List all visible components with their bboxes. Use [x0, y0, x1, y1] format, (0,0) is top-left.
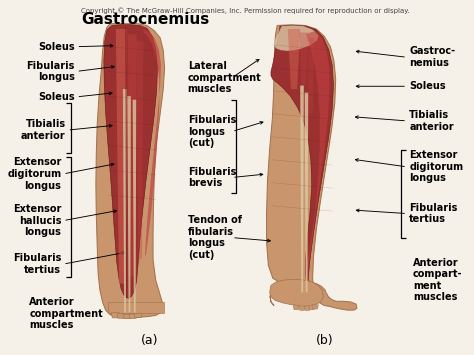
Polygon shape — [123, 314, 131, 318]
Polygon shape — [299, 306, 305, 311]
Polygon shape — [288, 29, 300, 89]
Polygon shape — [133, 100, 136, 313]
Polygon shape — [306, 32, 329, 278]
Text: Tibialis
anterior: Tibialis anterior — [410, 110, 454, 132]
Text: Gastroc-
nemius: Gastroc- nemius — [410, 47, 456, 68]
Text: Soleus: Soleus — [38, 92, 74, 102]
Polygon shape — [136, 42, 143, 259]
Polygon shape — [266, 25, 357, 310]
Polygon shape — [128, 96, 131, 313]
Polygon shape — [300, 33, 308, 86]
Text: Lateral
compartment
muscles: Lateral compartment muscles — [188, 61, 261, 94]
Polygon shape — [143, 29, 161, 255]
Text: Tendon of
fibularis
longus
(cut): Tendon of fibularis longus (cut) — [188, 215, 242, 260]
Polygon shape — [123, 89, 127, 313]
Text: Gastrocnemius: Gastrocnemius — [82, 12, 210, 27]
Polygon shape — [300, 86, 304, 293]
Text: Fibularis
tertius: Fibularis tertius — [410, 203, 458, 224]
Polygon shape — [305, 93, 308, 293]
Text: (b): (b) — [316, 334, 334, 347]
Text: Tibialis
anterior: Tibialis anterior — [21, 119, 66, 141]
Text: (a): (a) — [141, 334, 159, 347]
Polygon shape — [312, 305, 319, 309]
Polygon shape — [304, 306, 310, 311]
Text: Fibularis
brevis: Fibularis brevis — [188, 167, 236, 188]
Polygon shape — [108, 302, 164, 313]
Polygon shape — [293, 306, 300, 310]
Polygon shape — [134, 313, 142, 317]
Text: Soleus: Soleus — [410, 81, 446, 91]
Polygon shape — [307, 38, 314, 114]
Text: Soleus: Soleus — [38, 42, 74, 52]
Text: Fibularis
tertius: Fibularis tertius — [13, 253, 61, 275]
Text: Extensor
hallucis
longus: Extensor hallucis longus — [13, 204, 61, 237]
Polygon shape — [129, 314, 137, 318]
Polygon shape — [96, 24, 164, 318]
Polygon shape — [117, 313, 125, 318]
Text: Anterior
compart-
ment
muscles: Anterior compart- ment muscles — [413, 258, 462, 302]
Polygon shape — [128, 34, 137, 277]
Polygon shape — [274, 26, 319, 51]
Polygon shape — [271, 26, 334, 297]
Text: Extensor
digitorum
longus: Extensor digitorum longus — [7, 157, 61, 191]
Polygon shape — [309, 306, 315, 310]
Polygon shape — [270, 279, 323, 306]
Text: Fibularis
longus: Fibularis longus — [26, 61, 74, 82]
Text: Extensor
digitorum
longus: Extensor digitorum longus — [410, 150, 464, 184]
Polygon shape — [116, 29, 127, 284]
Text: Fibularis
longus
(cut): Fibularis longus (cut) — [188, 115, 236, 148]
Text: Copyright © The McGraw-Hill Companies, Inc. Permission required for reproduction: Copyright © The McGraw-Hill Companies, I… — [81, 8, 410, 15]
Polygon shape — [111, 313, 119, 318]
Text: Anterior
compartment
muscles: Anterior compartment muscles — [29, 297, 103, 330]
Polygon shape — [104, 25, 157, 299]
